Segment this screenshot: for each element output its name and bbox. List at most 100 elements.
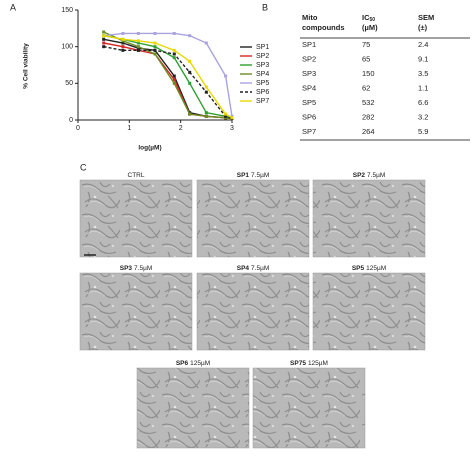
point [102,34,106,38]
table-cell: 264 [362,127,375,136]
x-tick-label: 1 [127,125,131,132]
point [188,112,192,116]
legend-label: SP3 [256,62,269,69]
table-cell: SP1 [302,40,316,49]
micrograph [196,179,310,258]
table-cell: 65 [362,54,370,63]
table-cell: SP6 [302,112,316,121]
point [204,114,208,118]
point [153,48,157,52]
table-cell: SP3 [302,69,316,78]
table-header: SEM [418,13,434,22]
x-tick-label: 3 [230,125,234,132]
y-tick-label: 0 [69,117,73,124]
point [121,31,125,35]
table-cell: SP4 [302,83,316,92]
point [224,112,228,116]
point [102,37,106,41]
table-cell: 62 [362,83,370,92]
table-cell: 9.1 [418,54,428,63]
y-tick-label: 150 [61,7,73,14]
panel-label: A [10,2,16,12]
point [224,74,228,78]
x-tick-label: 2 [179,125,183,132]
table-cell: 3.5 [418,69,428,78]
point [102,30,106,34]
micrograph [79,272,193,351]
table-header: IC50 [362,13,375,23]
micrograph-label-text: 125µM [308,360,328,367]
legend-label: SP5 [256,80,269,87]
table-header: (±) [418,23,428,32]
point [136,31,140,35]
point [102,45,106,49]
micrograph-label-text: 7.5µM [251,172,269,179]
point [102,41,106,45]
point [172,81,176,85]
point [204,90,208,94]
micrograph-label: SP75 125µM [290,360,328,367]
point [153,41,157,45]
panel-label: B [262,2,268,12]
point [204,85,208,89]
table-cell: SP2 [302,54,316,63]
table-cell: 3.2 [418,112,428,121]
table-cell: 532 [362,98,375,107]
y-axis-label: % Cell viability [23,43,30,89]
table-header: Mito [302,13,318,22]
point [188,70,192,74]
point [224,114,228,118]
micrograph-label: SP3 7.5µM [120,265,153,272]
legend-label: SP4 [256,71,269,78]
point [204,111,208,115]
micrograph-label: SP2 7.5µM [353,172,386,179]
point [172,74,176,78]
table-header-part: IC [362,13,370,22]
legend-label: SP1 [256,44,269,51]
point [172,31,176,35]
x-axis-label: log(µM) [138,145,161,152]
legend-label: SP6 [256,89,269,96]
table-cell: 150 [362,69,375,78]
micrograph-label: CTRL [128,172,145,179]
legend-label: SP7 [256,98,269,105]
micrograph-label-bold: SP2 [353,172,366,179]
point [136,45,140,49]
micrograph-label-text: 7.5µM [367,172,385,179]
table-header: (µM) [362,23,378,32]
micrograph [312,179,426,258]
legend-label: SP2 [256,53,269,60]
point [121,48,125,52]
micrograph-label-text: 125µM [366,265,386,272]
micrograph [136,367,250,449]
table-cell: 75 [362,40,370,49]
micrograph-label-text: CTRL [128,172,145,179]
micrograph [252,367,366,449]
point [121,41,125,45]
micrograph-label-bold: SP4 [237,265,250,272]
point [204,41,208,45]
micrograph [196,272,310,351]
point [136,39,140,43]
point [172,52,176,56]
micrograph-label: SP6 125µM [176,360,210,367]
micrograph-label-text: 7.5µM [251,265,269,272]
micrograph-label-bold: SP6 [176,360,189,367]
micrograph-label-bold: SP75 [290,360,306,367]
point [188,34,192,38]
point [172,48,176,52]
series-line [103,31,233,120]
point [153,31,157,35]
micrograph-label: SP5 125µM [352,265,386,272]
point [153,45,157,49]
table-cell: SP7 [302,127,316,136]
micrograph-label-text: 7.5µM [134,265,152,272]
table-cell: 5.9 [418,127,428,136]
micrograph [312,272,426,351]
table-header: compounds [302,23,345,32]
point [153,52,157,56]
micrograph-label-bold: SP3 [120,265,133,272]
point [172,78,176,82]
table-cell: SP5 [302,98,316,107]
